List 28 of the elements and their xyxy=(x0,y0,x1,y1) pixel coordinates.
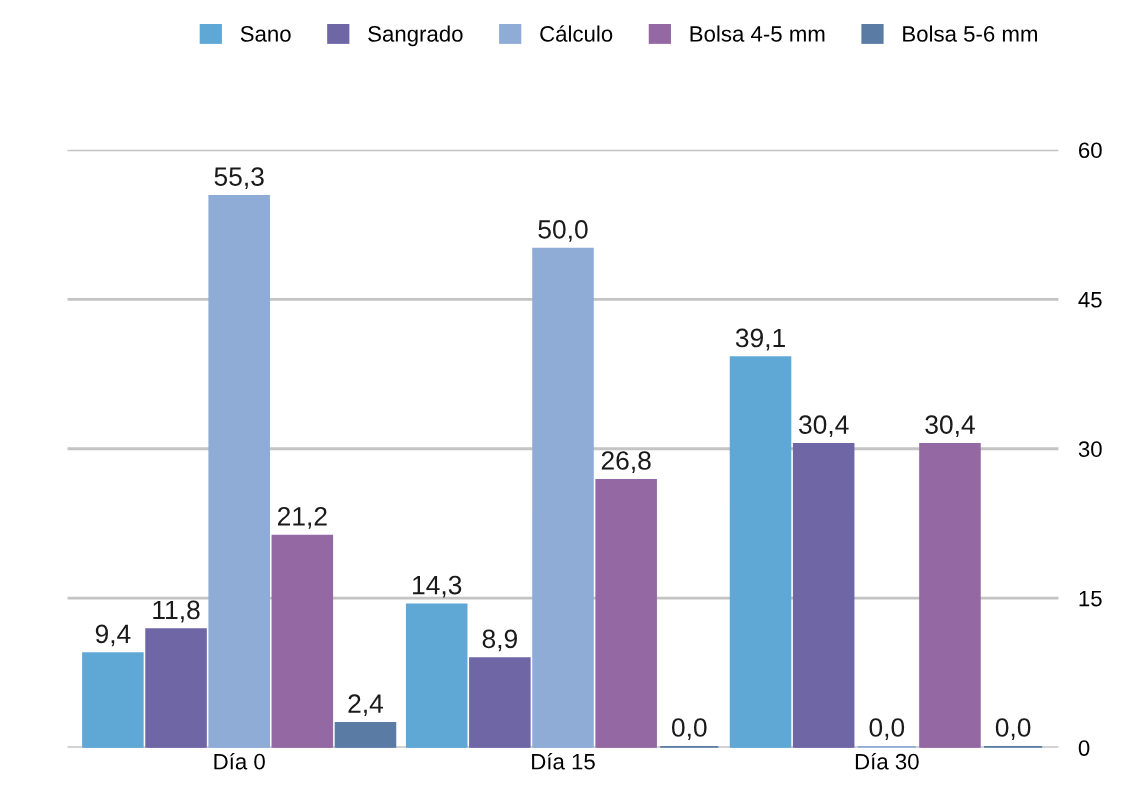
data-label: 0,0 xyxy=(869,718,905,740)
data-label: 30,4 xyxy=(799,415,849,438)
data-label: 30,4 xyxy=(925,415,975,438)
data-label: 0,0 xyxy=(995,718,1031,740)
data-label: 9,4 xyxy=(95,624,131,647)
legend-label: Sangrado xyxy=(368,25,463,47)
data-label: 21,2 xyxy=(277,506,327,529)
y-tick-label: 60 xyxy=(1079,142,1102,159)
data-label: 11,8 xyxy=(153,600,200,623)
y-tick-label: 15 xyxy=(1079,590,1102,607)
data-label: 39,1 xyxy=(735,328,785,351)
legend-label: Cálculo xyxy=(540,25,613,42)
x-tick-label: Día 30 xyxy=(855,752,919,770)
legend-label: Bolsa 5-6 mm xyxy=(903,25,1037,42)
y-tick-label: 30 xyxy=(1078,441,1102,458)
y-tick-label: 45 xyxy=(1078,292,1102,308)
x-tick-label: Día 0 xyxy=(214,752,265,770)
legend-label: Sano xyxy=(240,26,291,42)
legend-label: Bolsa 4-5 mm xyxy=(690,25,825,42)
y-tick-label: 0 xyxy=(1078,740,1090,756)
data-label: 26,8 xyxy=(601,451,651,473)
data-label: 2,4 xyxy=(348,694,384,717)
x-tick-label: Día 15 xyxy=(532,752,595,770)
data-label: 50,0 xyxy=(538,220,588,242)
data-label: 55,3 xyxy=(214,167,264,190)
data-label: 0,0 xyxy=(671,718,707,740)
data-label: 8,9 xyxy=(482,629,517,652)
data-label: 14,3 xyxy=(413,575,462,598)
